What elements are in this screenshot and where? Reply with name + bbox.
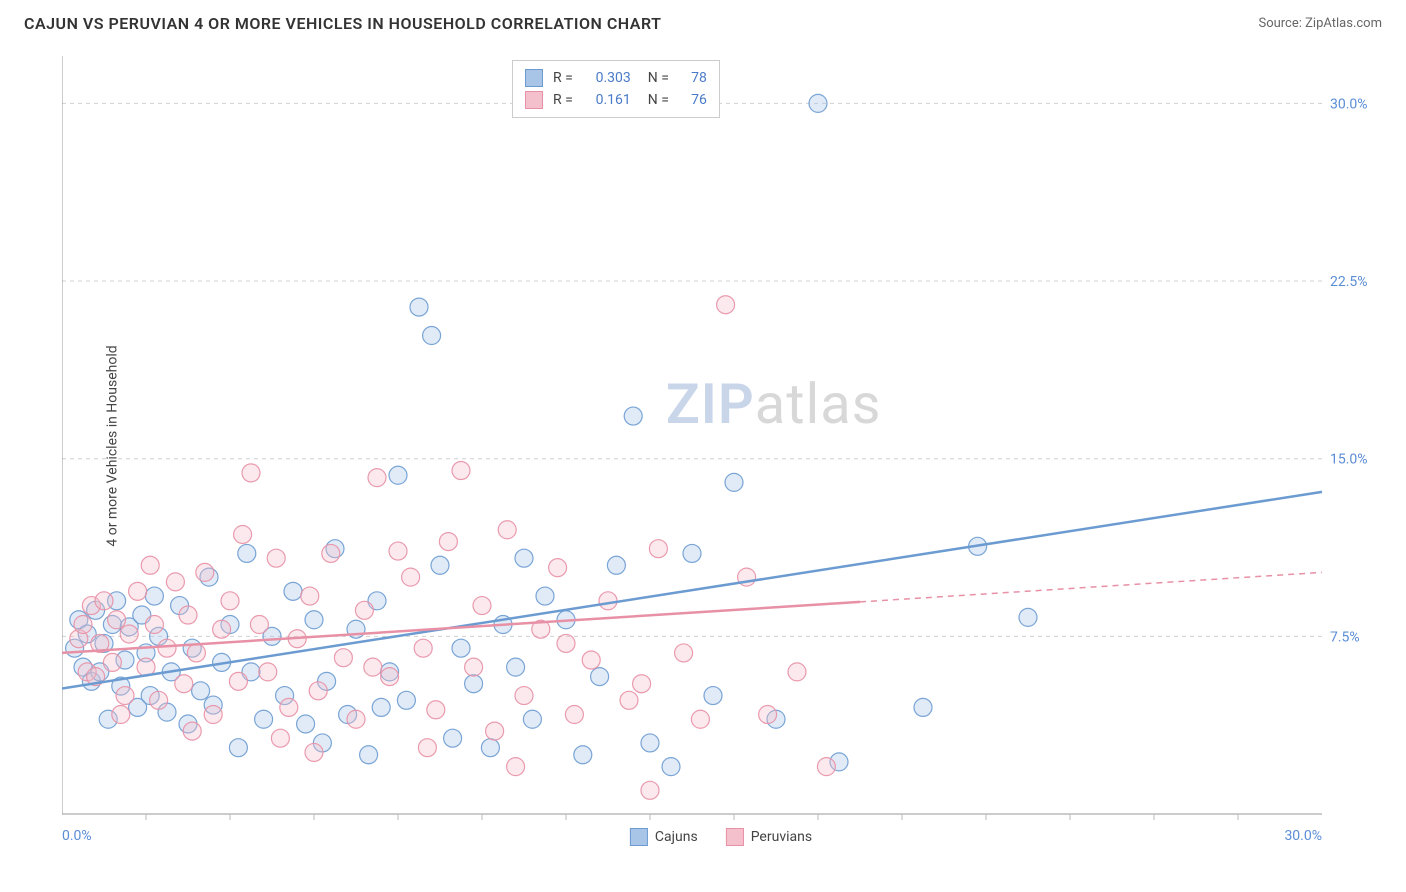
legend-swatch	[525, 69, 543, 87]
series-legend-label: Cajuns	[655, 829, 698, 845]
source-label: Source: ZipAtlas.com	[1258, 16, 1382, 31]
legend-n-value: 76	[679, 89, 707, 111]
legend-r-value: 0.303	[583, 67, 631, 89]
scatter-plot: 7.5% 15.0% 22.5% 30.0% 0.0% 30.0%	[62, 56, 1380, 846]
legend-n-label: N =	[641, 67, 669, 89]
svg-text:22.5%: 22.5%	[1330, 274, 1368, 290]
legend-r-value: 0.161	[583, 89, 631, 111]
legend-r-label: R =	[553, 89, 573, 111]
chart-area: 7.5%15.0%22.5%30.0%0.0%30.0% ZIPatlas R …	[62, 56, 1380, 846]
legend-row: R = 0.161 N = 76	[525, 89, 707, 111]
legend-row: R = 0.303 N = 78	[525, 67, 707, 89]
legend-n-label: N =	[641, 89, 669, 111]
chart-header: CAJUN VS PERUVIAN 4 OR MORE VEHICLES IN …	[0, 0, 1406, 43]
series-legend: Cajuns Peruvians	[630, 828, 812, 846]
svg-text:30.0%: 30.0%	[1330, 96, 1368, 112]
legend-swatch	[630, 828, 648, 846]
svg-text:15.0%: 15.0%	[1330, 452, 1368, 468]
correlation-legend: R = 0.303 N = 78 R = 0.161 N = 76	[512, 60, 720, 118]
series-legend-item: Cajuns	[630, 828, 698, 846]
series-legend-item: Peruvians	[726, 828, 812, 846]
legend-n-value: 78	[679, 67, 707, 89]
legend-swatch	[726, 828, 744, 846]
legend-swatch	[525, 91, 543, 109]
legend-r-label: R =	[553, 67, 573, 89]
svg-text:30.0%: 30.0%	[1284, 828, 1322, 844]
series-legend-label: Peruvians	[751, 829, 812, 845]
chart-title: CAJUN VS PERUVIAN 4 OR MORE VEHICLES IN …	[24, 14, 661, 33]
svg-text:7.5%: 7.5%	[1330, 629, 1360, 645]
svg-text:0.0%: 0.0%	[62, 828, 92, 844]
